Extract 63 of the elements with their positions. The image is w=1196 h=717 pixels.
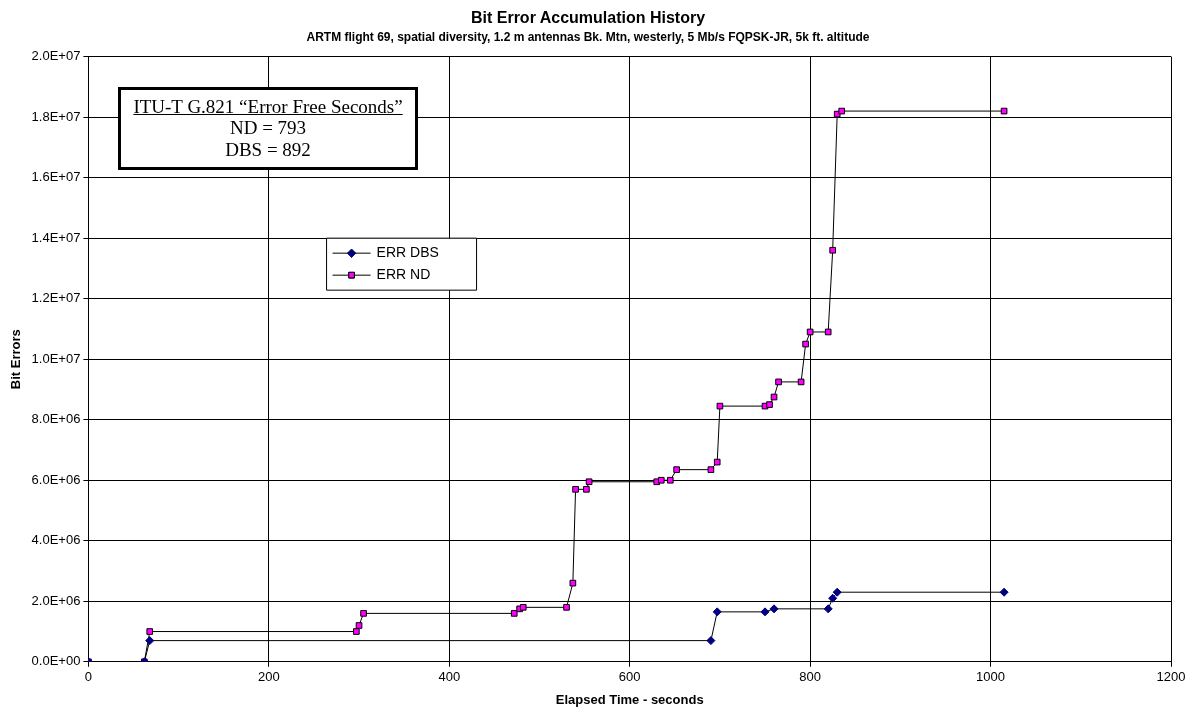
y-tick-label: 1.4E+07 [31,229,81,245]
point [355,622,363,629]
legend-label: ERR ND [376,266,431,283]
point [712,607,722,617]
x-tick-label: 200 [257,669,280,685]
x-tick-label: 800 [799,669,821,685]
point [572,485,579,493]
point [716,402,724,410]
point [766,401,773,408]
point [510,610,518,617]
annotation: ITU-T G.821 “Error Free Seconds” [133,95,403,118]
point [806,328,814,336]
point [563,604,570,611]
legend-label: ERR DBS [376,244,439,261]
y-tick-label: 1.6E+07 [31,169,81,185]
point [1000,107,1008,115]
x-tick-label: 600 [618,669,641,685]
x-axis-title: Elapsed Time - seconds [555,691,704,707]
point [145,636,155,646]
point [828,593,838,603]
point [360,610,367,617]
point [829,246,837,254]
y-tick-label: 0.0E+00 [31,653,81,669]
y-tick-label: 2.0E+07 [31,48,81,64]
point [585,478,593,486]
y-tick-label: 1.2E+07 [31,290,81,306]
point [713,458,721,466]
point [760,607,770,617]
point [146,628,154,635]
point [583,485,590,493]
y-tick-label: 8.0E+06 [31,411,81,427]
x-tick-label: 0 [84,669,93,685]
point [519,604,527,611]
x-tick-label: 1200 [1156,669,1186,685]
x-tick-label: 400 [438,669,461,685]
y-tick-label: 1.8E+07 [31,108,81,124]
point [802,340,809,348]
annotation: DBS = 892 [224,139,312,162]
y-axis-title: Bit Errors [8,329,24,390]
y-tick-label: 6.0E+06 [31,471,81,487]
x-tick-label: 1000 [976,669,1006,685]
point [775,378,782,386]
point [657,476,665,484]
point [666,476,674,484]
point [769,604,779,614]
point [838,107,846,115]
chart-subtitle: ARTM flight 69, spatial diversity, 1.2 m antennas Bk. Mtn, westerly, 5 Mb/s FQPSK-JR, 5k ft. altitude [306,29,870,44]
point [353,628,360,635]
point [706,636,716,646]
y-tick-label: 4.0E+06 [31,532,81,548]
y-tick-label: 1.0E+07 [31,350,81,366]
point [770,393,778,401]
point [797,378,805,386]
point [823,604,833,614]
point [707,466,715,473]
chart-title: Bit Error Accumulation History [470,9,706,27]
point [824,328,832,336]
point [832,587,842,597]
point [999,587,1009,597]
annotation: ND = 793 [228,117,308,140]
point [569,579,577,587]
point [673,466,680,473]
y-tick-label: 2.0E+06 [31,592,81,608]
